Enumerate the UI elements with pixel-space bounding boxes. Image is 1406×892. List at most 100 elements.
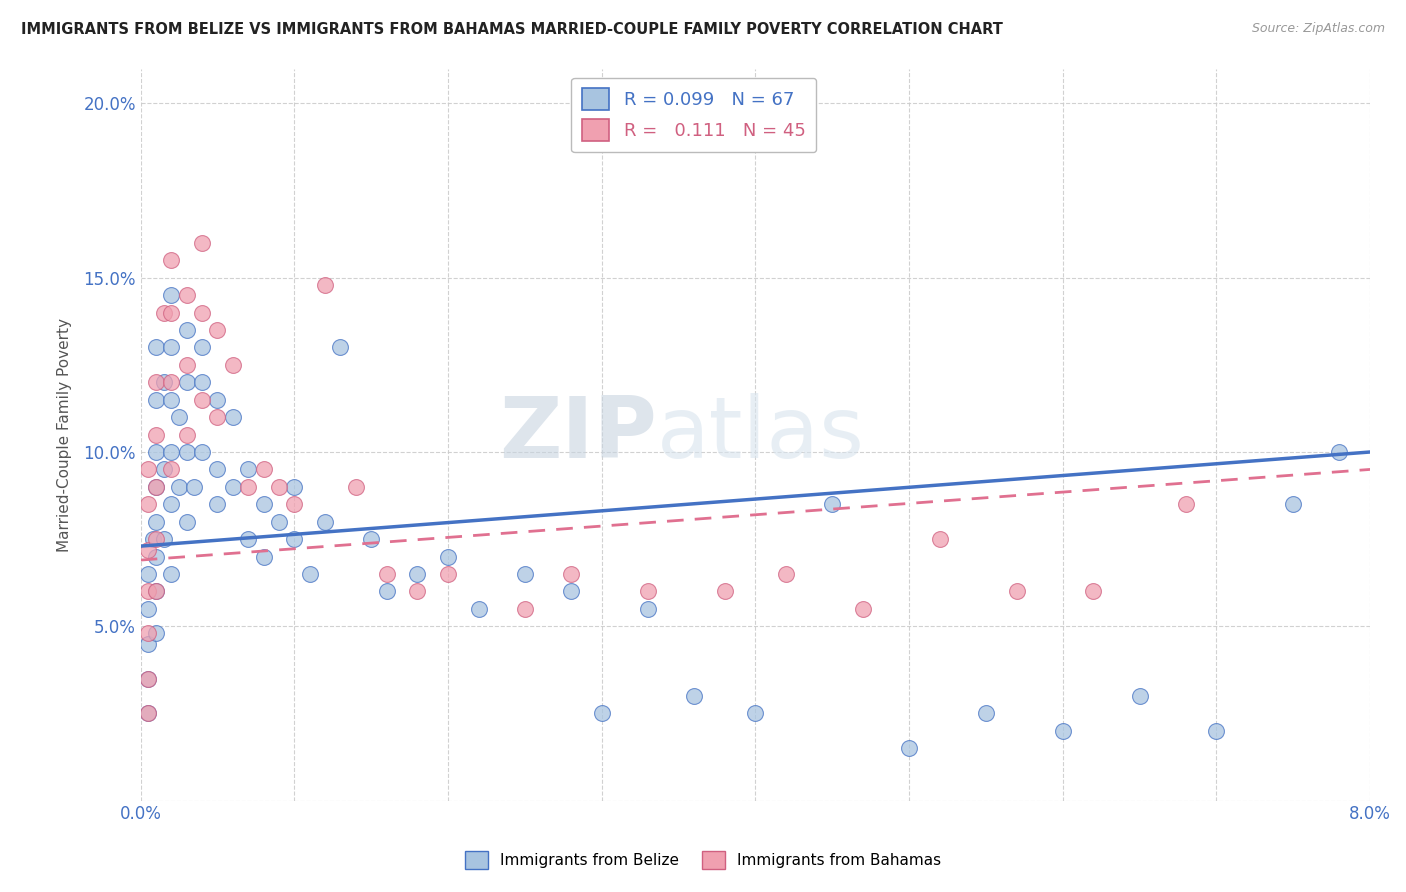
Point [176, 515, 198, 529]
Point [138, 706, 160, 721]
Point [238, 532, 260, 546]
Point [207, 323, 229, 337]
Point [176, 358, 198, 372]
Point [160, 253, 183, 268]
Point [160, 376, 183, 390]
Point [713, 584, 735, 599]
Point [513, 567, 536, 582]
Point [1329, 445, 1351, 459]
Point [176, 445, 198, 459]
Point [145, 549, 167, 564]
Point [560, 584, 582, 599]
Point [222, 410, 245, 425]
Point [138, 672, 160, 686]
Point [167, 480, 190, 494]
Point [138, 542, 160, 557]
Point [314, 515, 336, 529]
Point [191, 376, 214, 390]
Point [298, 567, 321, 582]
Point [437, 567, 460, 582]
Point [744, 706, 766, 721]
Point [145, 445, 167, 459]
Point [145, 515, 167, 529]
Point [176, 427, 198, 442]
Point [176, 323, 198, 337]
Point [637, 602, 659, 616]
Point [138, 584, 160, 599]
Point [207, 392, 229, 407]
Point [314, 277, 336, 292]
Point [138, 672, 160, 686]
Point [207, 497, 229, 511]
Point [152, 305, 174, 319]
Point [852, 602, 875, 616]
Point [152, 462, 174, 476]
Point [267, 480, 290, 494]
Point [238, 462, 260, 476]
Point [152, 376, 174, 390]
Point [683, 689, 706, 703]
Point [160, 567, 183, 582]
Point [928, 532, 950, 546]
Point [176, 376, 198, 390]
Point [142, 532, 165, 546]
Point [252, 497, 274, 511]
Point [145, 427, 167, 442]
Point [160, 445, 183, 459]
Point [145, 392, 167, 407]
Point [1005, 584, 1028, 599]
Point [160, 392, 183, 407]
Point [160, 340, 183, 354]
Point [267, 515, 290, 529]
Point [513, 602, 536, 616]
Point [207, 462, 229, 476]
Point [329, 340, 352, 354]
Point [160, 497, 183, 511]
Point [467, 602, 489, 616]
Legend: Immigrants from Belize, Immigrants from Bahamas: Immigrants from Belize, Immigrants from … [458, 845, 948, 875]
Point [283, 480, 305, 494]
Point [145, 376, 167, 390]
Point [183, 480, 205, 494]
Point [560, 567, 582, 582]
Point [191, 392, 214, 407]
Point [160, 288, 183, 302]
Point [145, 480, 167, 494]
Point [1128, 689, 1150, 703]
Point [138, 462, 160, 476]
Point [138, 626, 160, 640]
Point [375, 567, 398, 582]
Point [1205, 723, 1227, 738]
Point [191, 340, 214, 354]
Point [152, 532, 174, 546]
Point [344, 480, 367, 494]
Point [1282, 497, 1305, 511]
Text: atlas: atlas [657, 393, 865, 476]
Point [898, 741, 921, 756]
Point [406, 584, 429, 599]
Point [145, 340, 167, 354]
Point [138, 602, 160, 616]
Point [207, 410, 229, 425]
Point [145, 584, 167, 599]
Point [160, 462, 183, 476]
Point [1174, 497, 1197, 511]
Point [775, 567, 797, 582]
Point [160, 305, 183, 319]
Point [283, 497, 305, 511]
Point [191, 445, 214, 459]
Legend: R = 0.099   N = 67, R =   0.111   N = 45: R = 0.099 N = 67, R = 0.111 N = 45 [571, 78, 817, 153]
Point [591, 706, 613, 721]
Point [138, 637, 160, 651]
Point [437, 549, 460, 564]
Point [1052, 723, 1074, 738]
Point [252, 549, 274, 564]
Point [145, 626, 167, 640]
Text: ZIP: ZIP [499, 393, 657, 476]
Point [375, 584, 398, 599]
Point [191, 235, 214, 250]
Point [222, 480, 245, 494]
Text: Source: ZipAtlas.com: Source: ZipAtlas.com [1251, 22, 1385, 36]
Point [360, 532, 382, 546]
Point [191, 305, 214, 319]
